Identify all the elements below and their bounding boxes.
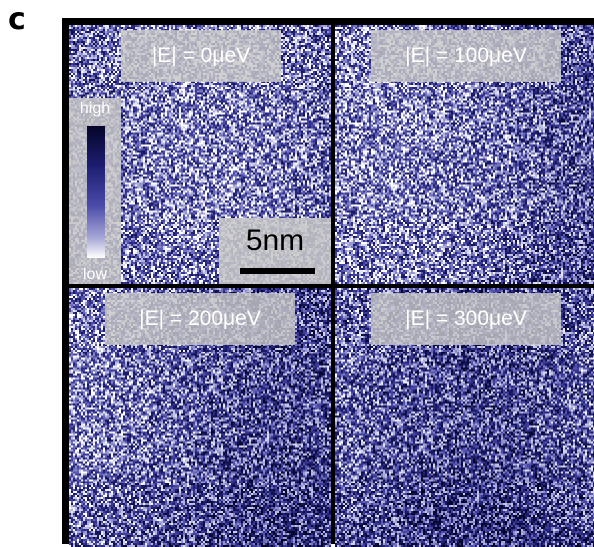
conductance-map-figure: |E| = 0μeV high low 5nm |E| = 100μeV |E|… bbox=[62, 18, 594, 547]
conductance-map-100uev: |E| = 100μeV bbox=[335, 25, 594, 284]
energy-label: |E| = 300μeV bbox=[371, 293, 561, 345]
energy-label: |E| = 0μeV bbox=[121, 30, 281, 82]
energy-label: |E| = 100μeV bbox=[371, 30, 561, 82]
conductance-map-300uev: |E| = 300μeV bbox=[335, 288, 594, 547]
colorbar-gradient bbox=[87, 126, 105, 258]
energy-label: |E| = 200μeV bbox=[105, 293, 295, 345]
scale-bar-label: 5nm bbox=[245, 224, 305, 257]
colorbar-high-label: high bbox=[79, 100, 111, 117]
conductance-map-0uev: |E| = 0μeV high low 5nm bbox=[69, 25, 331, 284]
scale-bar-line bbox=[240, 268, 315, 274]
colorbar-low-label: low bbox=[82, 266, 107, 283]
scale-bar: 5nm bbox=[219, 218, 331, 284]
colorbar: high low bbox=[69, 98, 121, 284]
conductance-map-200uev: |E| = 200μeV bbox=[69, 288, 331, 547]
panel-letter: c bbox=[8, 2, 26, 37]
